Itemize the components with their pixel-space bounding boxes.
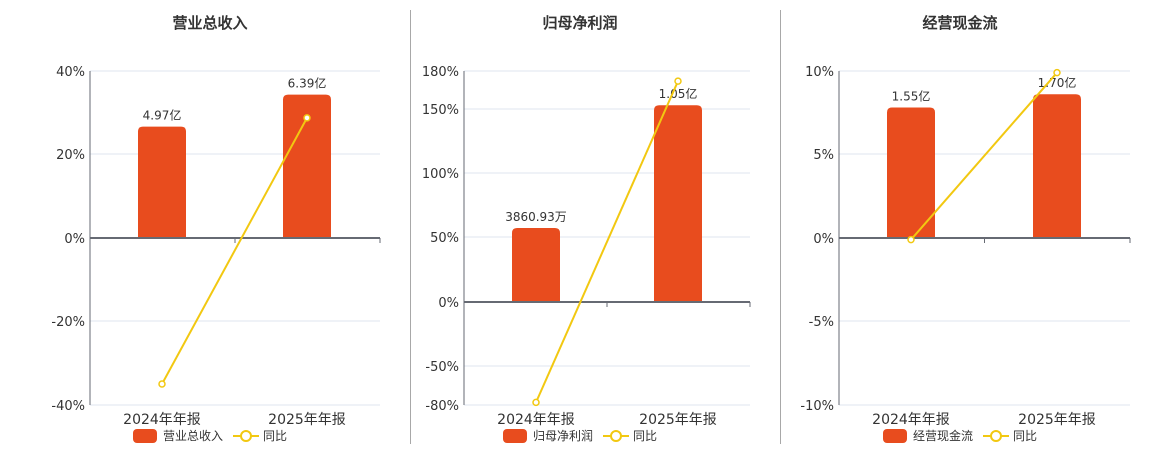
bar[interactable]	[512, 228, 560, 302]
bar-value-label: 1.55亿	[892, 89, 931, 104]
y-tick-label: 50%	[430, 231, 459, 246]
bar[interactable]	[138, 126, 186, 238]
x-category-label: 2024年年报	[497, 412, 575, 428]
bar[interactable]	[1033, 94, 1081, 239]
legend-net-profit[interactable]: 归母净利润 同比	[503, 427, 657, 444]
yoy-point[interactable]	[158, 380, 166, 388]
y-tick-label: -20%	[51, 315, 85, 330]
line-marker-icon	[233, 429, 260, 442]
chart-title-cash-flow: 经营现金流	[922, 14, 998, 32]
legend-line-label[interactable]: 同比	[633, 429, 658, 443]
bar-value-label: 4.97亿	[143, 108, 182, 123]
y-tick-label: 180%	[422, 65, 459, 80]
bar[interactable]	[283, 94, 331, 238]
bar-swatch-icon	[503, 428, 527, 443]
y-tick-label: 0%	[438, 296, 459, 311]
chart-title-net-profit: 归母净利润	[542, 14, 618, 32]
y-tick-label: 40%	[56, 65, 85, 80]
y-tick-label: -80%	[425, 399, 459, 414]
y-tick-label: 0%	[64, 232, 85, 247]
legend-revenue[interactable]: 营业总收入 同比	[133, 427, 287, 444]
x-category-label: 2025年年报	[1018, 412, 1096, 428]
yoy-point[interactable]	[303, 114, 311, 122]
y-tick-label: -50%	[425, 360, 459, 375]
yoy-point[interactable]	[907, 235, 915, 244]
x-category-label: 2024年年报	[872, 412, 950, 428]
x-category-label: 2025年年报	[639, 412, 717, 428]
yoy-point[interactable]	[674, 77, 682, 85]
y-tick-label: 20%	[56, 148, 85, 163]
y-tick-label: 0%	[813, 232, 834, 247]
y-tick-label: -5%	[809, 315, 834, 330]
yoy-line	[161, 117, 308, 385]
legend-line-label[interactable]: 同比	[263, 429, 288, 443]
yoy-point[interactable]	[532, 398, 540, 407]
legend-bar-label[interactable]: 归母净利润	[533, 429, 594, 443]
chart-title-revenue: 营业总收入	[172, 14, 248, 32]
y-tick-label: 10%	[805, 65, 834, 80]
y-tick-label: -10%	[800, 399, 834, 414]
panel-separator	[780, 10, 781, 444]
yoy-line	[535, 80, 679, 403]
bar-value-label: 1.05亿	[659, 86, 698, 101]
bar-value-label: 1.70亿	[1038, 75, 1077, 90]
line-marker-icon	[603, 429, 630, 442]
y-tick-label: 5%	[813, 148, 834, 163]
bar-swatch-icon	[883, 428, 907, 443]
y-tick-label: 150%	[422, 103, 459, 118]
legend-bar-label[interactable]: 营业总收入	[163, 429, 224, 443]
x-category-label: 2024年年报	[123, 412, 201, 428]
legend-line-label[interactable]: 同比	[1013, 429, 1038, 443]
panel-separator	[410, 10, 411, 444]
y-tick-label: 100%	[422, 167, 459, 182]
legend-cash-flow[interactable]: 经营现金流 同比	[883, 427, 1037, 444]
legend-bar-label[interactable]: 经营现金流	[913, 429, 974, 443]
line-marker-icon	[983, 429, 1010, 442]
x-category-label: 2025年年报	[268, 412, 346, 428]
y-tick-label: -40%	[51, 399, 85, 414]
yoy-line	[910, 72, 1058, 241]
bar-value-label: 6.39亿	[288, 76, 327, 91]
bar-value-label: 3860.93万	[505, 210, 567, 224]
bar[interactable]	[654, 105, 702, 302]
bar[interactable]	[887, 107, 935, 239]
bar-swatch-icon	[133, 428, 157, 443]
yoy-point[interactable]	[1053, 68, 1061, 77]
